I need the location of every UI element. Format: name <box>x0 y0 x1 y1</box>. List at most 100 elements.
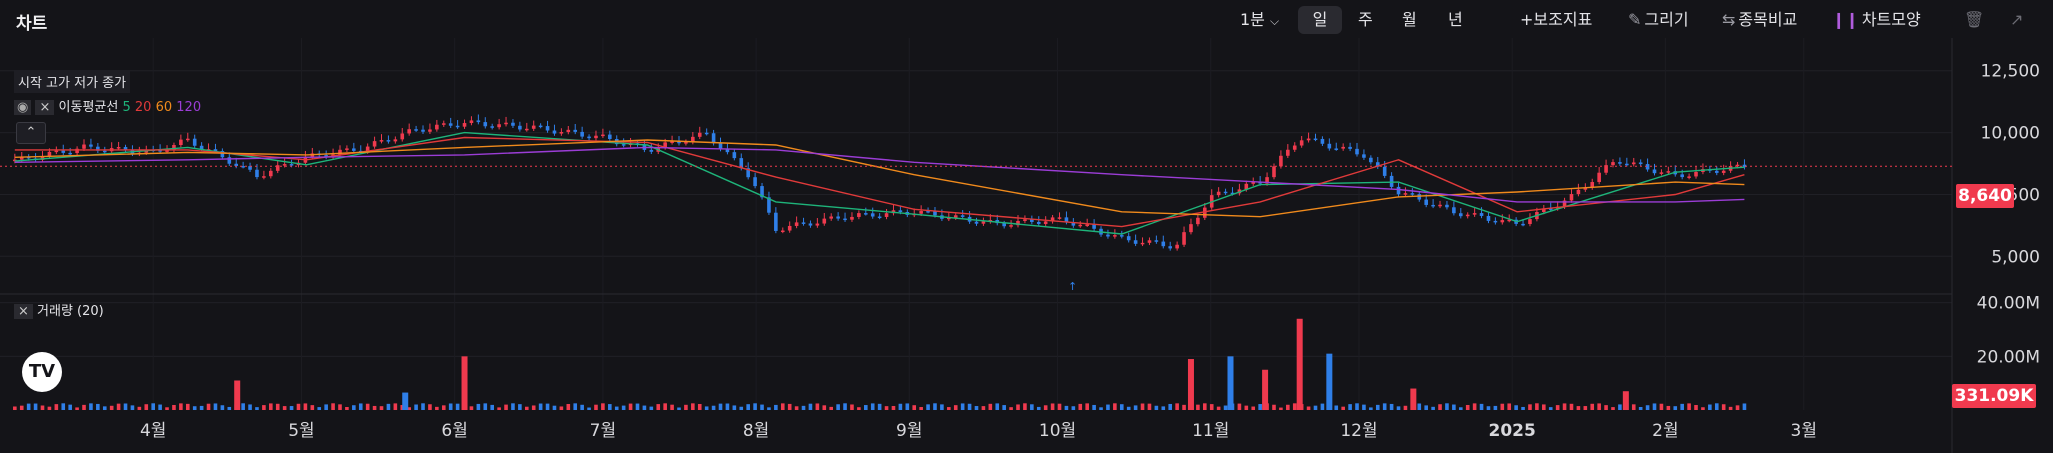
volume-bar <box>158 404 162 410</box>
candle-body <box>116 147 121 149</box>
candle-body <box>248 166 252 170</box>
volume-bar <box>1687 403 1691 410</box>
candle-body <box>780 230 785 233</box>
candle-body <box>1562 200 1567 207</box>
volume-bar <box>940 404 944 410</box>
volume-bar <box>33 403 38 410</box>
volume-bar <box>1161 406 1166 410</box>
volume-bar <box>870 403 875 410</box>
candle-body <box>1694 171 1698 177</box>
candle-body <box>587 136 591 139</box>
volume-bar <box>1223 405 1228 410</box>
time-tick-label: 12월 <box>1340 421 1377 441</box>
volume-bar <box>1445 403 1449 410</box>
time-axis-labels: 4월 5월 6월 7월 8월 9월 10월 11월 12월 2025 2월 3월 <box>140 421 1817 441</box>
eye-icon[interactable]: ◉ <box>14 100 32 115</box>
volume-bar <box>635 403 640 410</box>
candle-body <box>1320 138 1325 144</box>
volume-bar <box>621 405 626 410</box>
tab-month[interactable]: 월 <box>1402 10 1417 29</box>
candle-body <box>787 225 792 231</box>
volume-bar <box>428 404 432 410</box>
candle-body <box>608 134 612 139</box>
volume-bar <box>1085 403 1089 410</box>
volume-bar <box>365 403 370 410</box>
volume-bar <box>1604 405 1608 410</box>
candle-body <box>19 156 24 160</box>
volume-bar <box>884 406 889 410</box>
volume-bar <box>26 403 31 410</box>
expand-icon[interactable]: ↗ <box>2010 10 2024 29</box>
volume-bar <box>358 403 363 410</box>
volume-bar <box>1187 359 1194 410</box>
candle-body <box>1486 215 1491 221</box>
volume-bar <box>552 405 557 410</box>
candle-body <box>1203 207 1207 218</box>
candle-body <box>704 132 709 135</box>
ma-period-120: 120 <box>176 100 202 115</box>
volume-bar <box>269 403 273 410</box>
candle-body <box>255 169 259 178</box>
candle-body <box>732 152 737 159</box>
collapse-legend-button[interactable]: ⌃ <box>16 122 46 144</box>
chart-shape-button[interactable]: ❙❙ 차트모양 <box>1832 6 1921 34</box>
volume-axis-labels: 20.00M 40.00M <box>1977 294 2040 368</box>
candle-body <box>822 218 827 224</box>
compare-button[interactable]: ⇆ 종목비교 <box>1722 6 1797 34</box>
volume-bar <box>891 405 896 410</box>
volume-bar <box>1050 403 1055 410</box>
tab-day[interactable]: 일 <box>1298 6 1342 34</box>
candle-body <box>953 215 958 218</box>
candle-body <box>573 129 578 132</box>
candle-body <box>469 120 474 124</box>
tradingview-logo[interactable]: TV <box>22 352 62 392</box>
candle-body <box>1375 162 1380 167</box>
volume-bar <box>1369 407 1373 410</box>
candle-body <box>1265 177 1269 184</box>
candle-body <box>89 144 93 147</box>
volume-bar <box>1355 403 1359 410</box>
volume-bar <box>1147 403 1152 410</box>
candle-body <box>1396 186 1401 195</box>
interval-label: 1분 <box>1240 10 1265 29</box>
candle-body <box>947 217 951 220</box>
close-icon[interactable]: × <box>14 304 33 319</box>
volume-bar <box>566 404 571 410</box>
volume-bar <box>787 403 792 410</box>
candle-body <box>898 210 903 212</box>
indicator-button[interactable]: +보조지표 <box>1520 10 1593 29</box>
tab-year[interactable]: 년 <box>1448 10 1463 29</box>
candle-body <box>753 177 757 187</box>
ma-line-5 <box>14 131 1745 235</box>
trash-icon[interactable]: 🗑 <box>1964 10 1985 29</box>
candle-body <box>448 123 453 126</box>
volume-bar <box>1043 405 1048 410</box>
time-tick-label: 3월 <box>1791 421 1817 441</box>
volume-bar <box>1071 406 1076 410</box>
volume-bar <box>1251 406 1256 410</box>
volume-bar <box>1638 406 1643 410</box>
candle-body <box>1465 214 1470 217</box>
volume-bar <box>317 407 322 410</box>
volume-bar <box>1403 405 1408 410</box>
compare-label: 종목비교 <box>1738 10 1798 29</box>
volume-bar <box>1452 404 1456 410</box>
candle-body <box>1625 163 1629 166</box>
volume-bar <box>227 406 232 410</box>
volume-bar <box>718 403 723 410</box>
volume-bar <box>393 403 398 410</box>
volume-bar <box>1362 404 1366 410</box>
tab-week[interactable]: 주 <box>1358 10 1373 29</box>
volume-bar <box>801 405 806 410</box>
candle-body <box>711 133 716 144</box>
candle-body <box>670 141 674 143</box>
candle-body <box>379 140 384 142</box>
interval-dropdown[interactable]: 1분 ⌵ <box>1240 6 1279 34</box>
close-icon[interactable]: × <box>35 100 55 115</box>
draw-button[interactable]: ✎ 그리기 <box>1628 6 1689 34</box>
ma-period-5: 5 <box>122 100 131 115</box>
last-price-badge: 8,640 <box>1956 184 2014 208</box>
candle-body <box>760 186 764 198</box>
candle-body <box>158 150 162 152</box>
